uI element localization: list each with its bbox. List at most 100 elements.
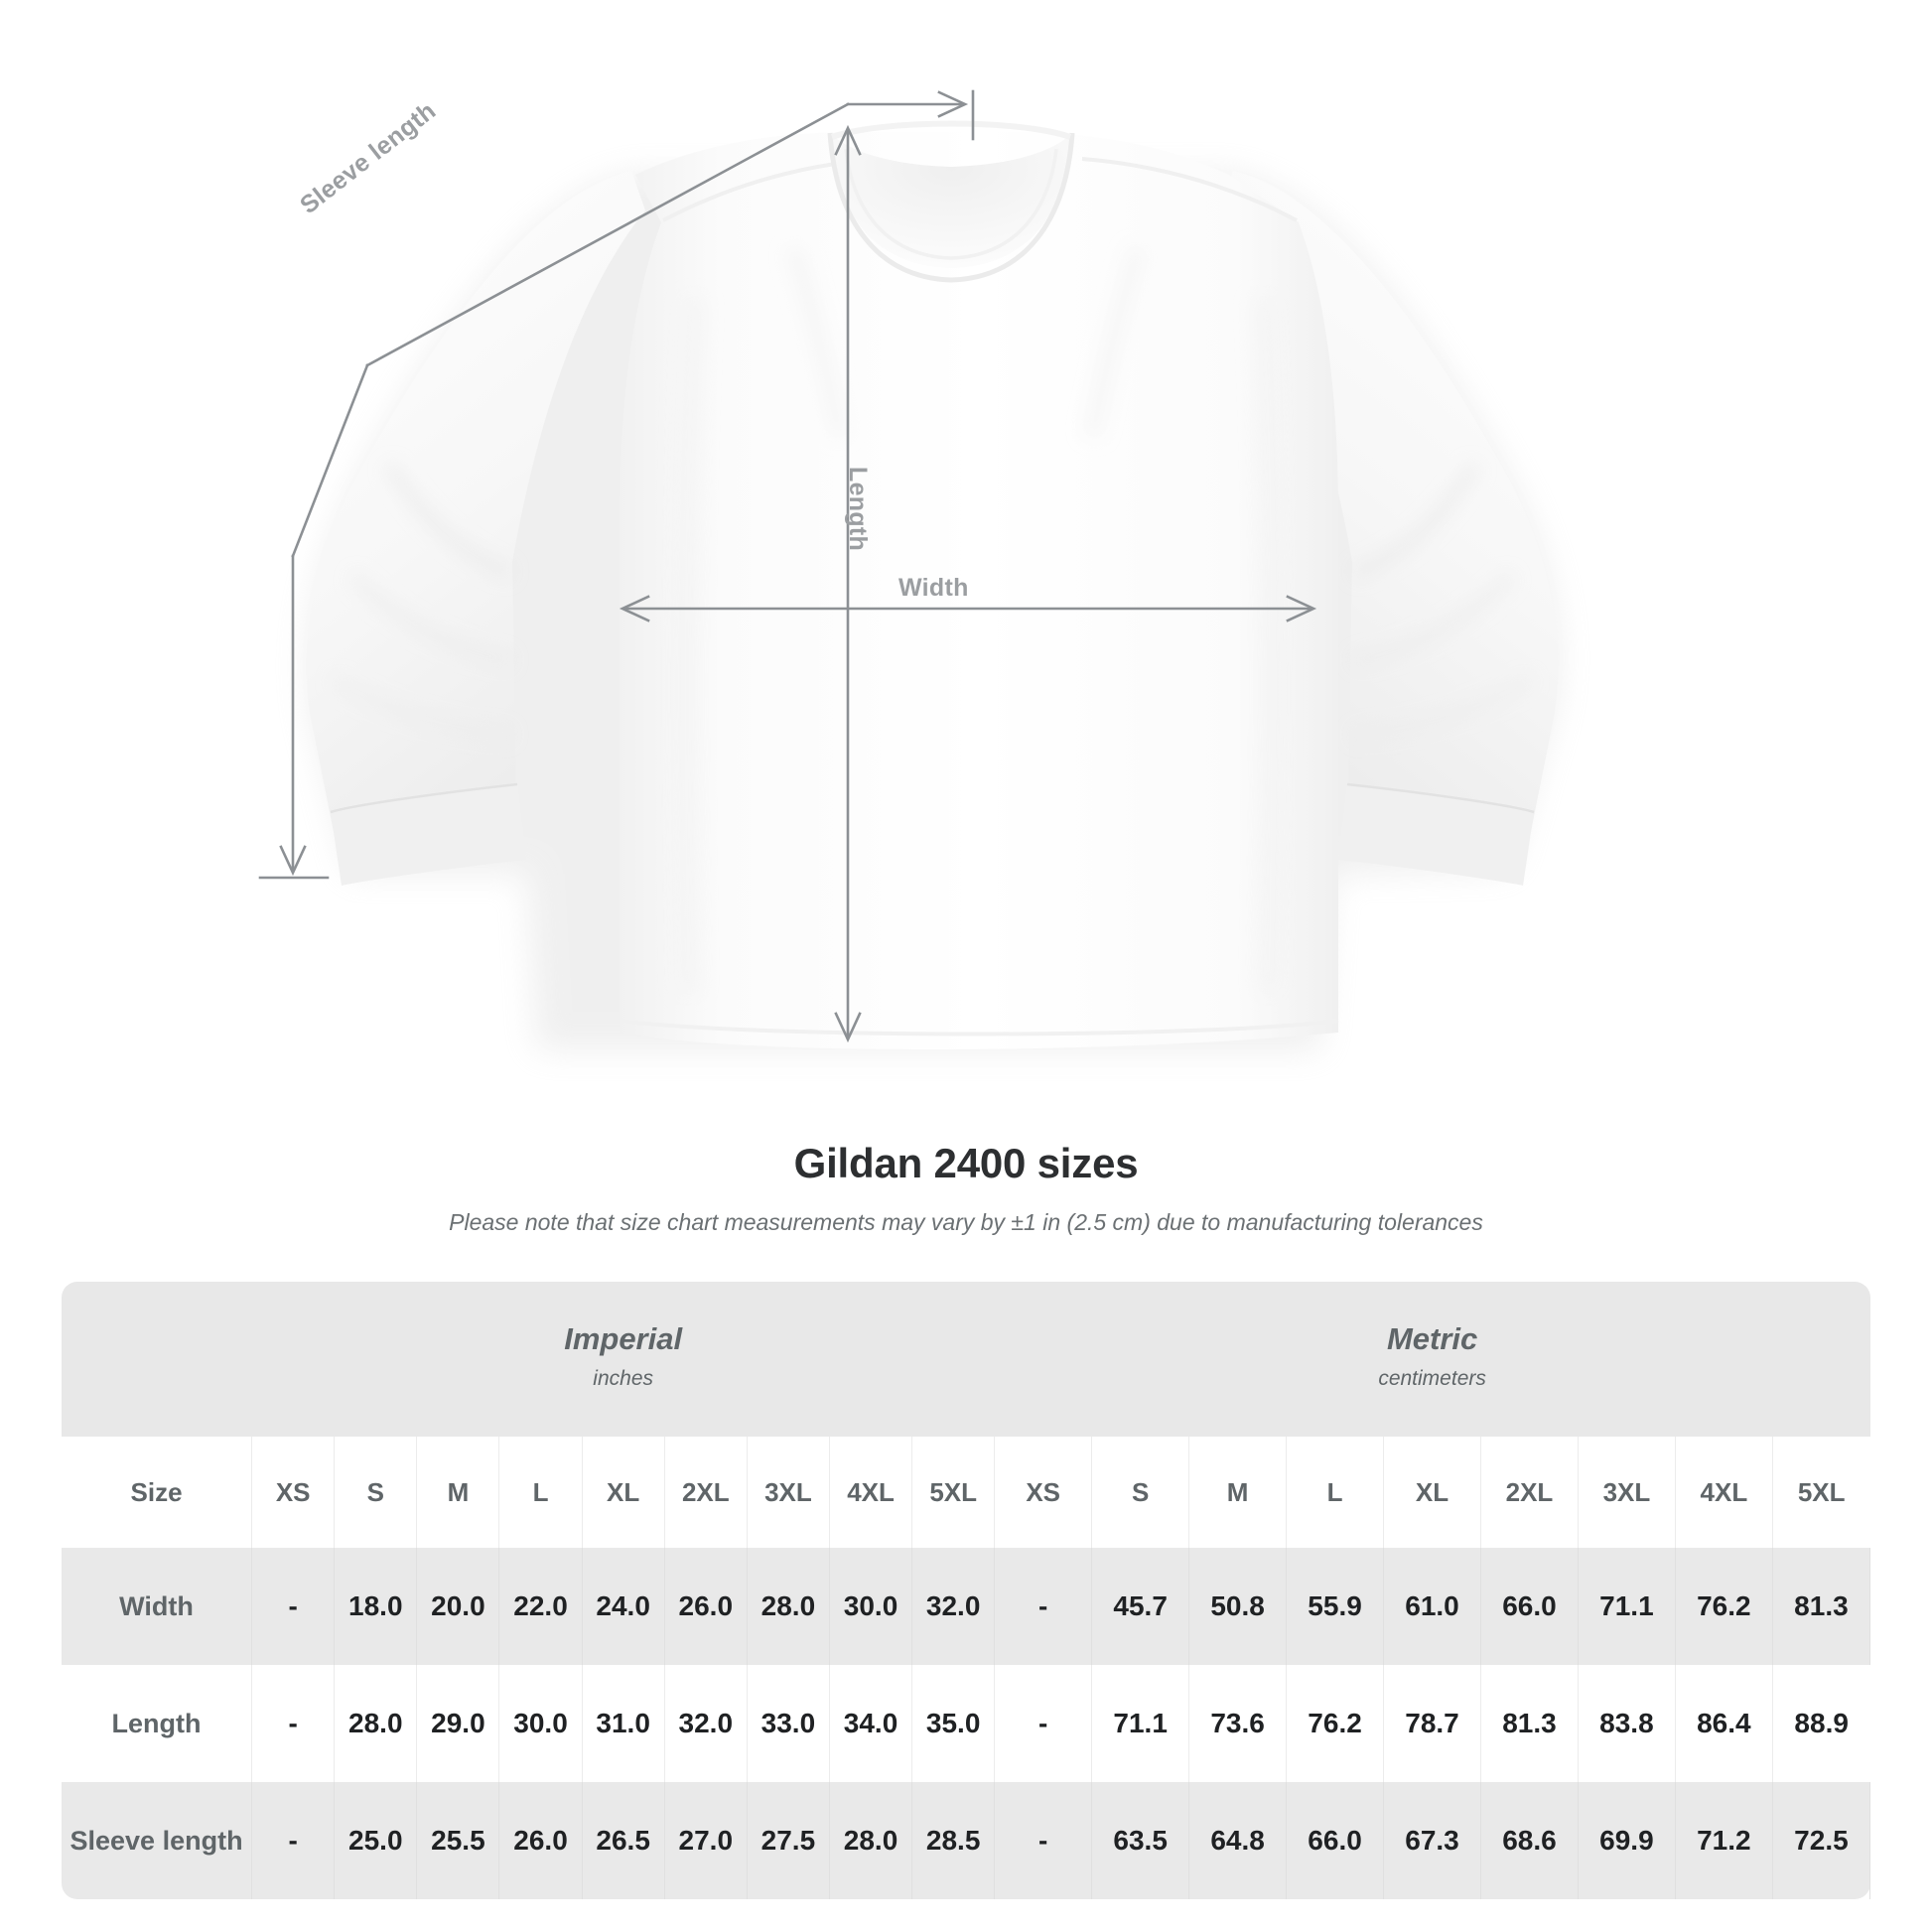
size-header-met-0: XS [994, 1437, 1093, 1548]
table-row: Length - 28.0 29.0 30.0 31.0 32.0 33.0 3… [62, 1665, 1870, 1782]
row-label-width: Width [62, 1548, 253, 1665]
garment-diagram: Sleeve length Length Width [258, 89, 1560, 1050]
row-label-length: Length [62, 1665, 253, 1782]
cell-width-met-6: 71.1 [1578, 1548, 1676, 1665]
cell-length-imp-1: 28.0 [334, 1665, 418, 1782]
cell-sleeve-met-2: 64.8 [1188, 1782, 1288, 1899]
cell-width-met-1: 45.7 [1091, 1548, 1190, 1665]
cell-length-met-6: 83.8 [1578, 1665, 1676, 1782]
table-row: Sleeve length - 25.0 25.5 26.0 26.5 27.0… [62, 1782, 1871, 1899]
cell-sleeve-imp-0: - [251, 1782, 336, 1899]
cell-width-imp-2: 20.0 [416, 1548, 500, 1665]
cell-sleeve-met-3: 66.0 [1286, 1782, 1385, 1899]
cell-sleeve-met-5: 68.6 [1480, 1782, 1579, 1899]
size-header-imp-2: M [416, 1437, 500, 1548]
size-header-met-1: S [1091, 1437, 1190, 1548]
cell-width-met-2: 50.8 [1188, 1548, 1288, 1665]
cell-sleeve-met-1: 63.5 [1091, 1782, 1190, 1899]
size-header-imp-0: XS [251, 1437, 336, 1548]
cell-length-met-4: 78.7 [1383, 1665, 1481, 1782]
size-header-imp-8: 5XL [911, 1437, 996, 1548]
cell-sleeve-imp-4: 26.5 [582, 1782, 665, 1899]
size-header-imp-7: 4XL [829, 1437, 913, 1548]
size-header-met-3: L [1286, 1437, 1385, 1548]
size-chart-table: Imperial inches Metric centimeters Size … [62, 1282, 1871, 1899]
unit-spacer-cell [62, 1282, 252, 1437]
cell-length-met-2: 73.6 [1188, 1665, 1288, 1782]
length-dimension [834, 124, 862, 1043]
cell-width-met-3: 55.9 [1286, 1548, 1385, 1665]
size-header-met-7: 4XL [1675, 1437, 1773, 1548]
page-title: Gildan 2400 sizes [793, 1140, 1139, 1186]
cell-length-imp-0: - [251, 1665, 336, 1782]
cell-width-met-5: 66.0 [1480, 1548, 1579, 1665]
cell-width-imp-1: 18.0 [334, 1548, 418, 1665]
cell-length-imp-6: 33.0 [747, 1665, 830, 1782]
unit-imperial-name: Imperial [564, 1321, 683, 1356]
cell-sleeve-met-6: 69.9 [1578, 1782, 1676, 1899]
width-dimension [619, 595, 1317, 622]
cell-width-imp-7: 30.0 [829, 1548, 913, 1665]
cell-width-imp-4: 24.0 [582, 1548, 665, 1665]
sleeve-length-dimension [258, 89, 975, 880]
size-header-imp-1: S [334, 1437, 418, 1548]
size-header-imp-4: XL [582, 1437, 665, 1548]
cell-width-met-7: 76.2 [1675, 1548, 1773, 1665]
cell-sleeve-imp-8: 28.5 [911, 1782, 996, 1899]
size-header-imp-3: L [498, 1437, 583, 1548]
size-header-met-4: XL [1383, 1437, 1481, 1548]
cell-sleeve-imp-1: 25.0 [334, 1782, 418, 1899]
cell-length-met-0: - [994, 1665, 1093, 1782]
size-table-container: Imperial inches Metric centimeters Size … [0, 1282, 1932, 1899]
cell-length-imp-7: 34.0 [829, 1665, 913, 1782]
cell-width-imp-3: 22.0 [498, 1548, 583, 1665]
cell-sleeve-imp-3: 26.0 [498, 1782, 583, 1899]
cell-sleeve-imp-2: 25.5 [416, 1782, 500, 1899]
cell-length-met-5: 81.3 [1480, 1665, 1579, 1782]
size-header-imp-6: 3XL [747, 1437, 830, 1548]
length-label: Length [844, 467, 872, 552]
cell-sleeve-imp-6: 27.5 [747, 1782, 830, 1899]
measurement-annotations [258, 89, 1317, 1043]
cell-width-imp-5: 26.0 [664, 1548, 748, 1665]
size-header-met-6: 3XL [1578, 1437, 1676, 1548]
cell-length-met-3: 76.2 [1286, 1665, 1385, 1782]
unit-metric-name: Metric [1386, 1321, 1478, 1356]
cell-length-imp-3: 30.0 [498, 1665, 583, 1782]
cell-sleeve-met-8: 72.5 [1772, 1782, 1871, 1899]
unit-metric-cell: Metric centimeters [994, 1282, 1870, 1437]
cell-sleeve-met-7: 71.2 [1675, 1782, 1773, 1899]
cell-sleeve-imp-7: 28.0 [829, 1782, 913, 1899]
size-header-met-8: 5XL [1772, 1437, 1870, 1548]
cell-length-met-7: 86.4 [1675, 1665, 1773, 1782]
unit-imperial-cell: Imperial inches [251, 1282, 995, 1437]
cell-width-met-4: 61.0 [1383, 1548, 1481, 1665]
cell-length-met-1: 71.1 [1091, 1665, 1190, 1782]
size-header-met-2: M [1188, 1437, 1288, 1548]
cell-length-imp-8: 35.0 [911, 1665, 996, 1782]
size-header-imp-5: 2XL [664, 1437, 748, 1548]
row-label-sleeve-length: Sleeve length [62, 1782, 253, 1899]
cell-sleeve-imp-5: 27.0 [664, 1782, 748, 1899]
chart-heading-block: Gildan 2400 sizes Please note that size … [0, 1140, 1932, 1236]
unit-header-row: Imperial inches Metric centimeters [62, 1282, 1870, 1437]
size-header-row: Size XS S M L XL 2XL 3XL 4XL 5XL XS S M … [62, 1437, 1870, 1548]
size-header-met-5: 2XL [1480, 1437, 1579, 1548]
cell-sleeve-met-4: 67.3 [1383, 1782, 1481, 1899]
cell-length-met-8: 88.9 [1772, 1665, 1870, 1782]
unit-metric-sub: centimeters [1378, 1367, 1486, 1390]
cell-width-met-0: - [994, 1548, 1093, 1665]
tshirt-illustration [306, 120, 1560, 1050]
cell-length-imp-5: 32.0 [664, 1665, 748, 1782]
cell-width-imp-6: 28.0 [747, 1548, 830, 1665]
unit-imperial-sub: inches [593, 1367, 653, 1390]
cell-sleeve-met-0: - [994, 1782, 1093, 1899]
table-row: Width - 18.0 20.0 22.0 24.0 26.0 28.0 30… [62, 1548, 1871, 1665]
cell-width-imp-0: - [251, 1548, 336, 1665]
cell-width-imp-8: 32.0 [911, 1548, 996, 1665]
cell-length-imp-2: 29.0 [416, 1665, 500, 1782]
tolerance-note: Please note that size chart measurements… [449, 1209, 1483, 1235]
cell-width-met-8: 81.3 [1772, 1548, 1871, 1665]
width-label: Width [898, 574, 969, 602]
cell-length-imp-4: 31.0 [582, 1665, 665, 1782]
